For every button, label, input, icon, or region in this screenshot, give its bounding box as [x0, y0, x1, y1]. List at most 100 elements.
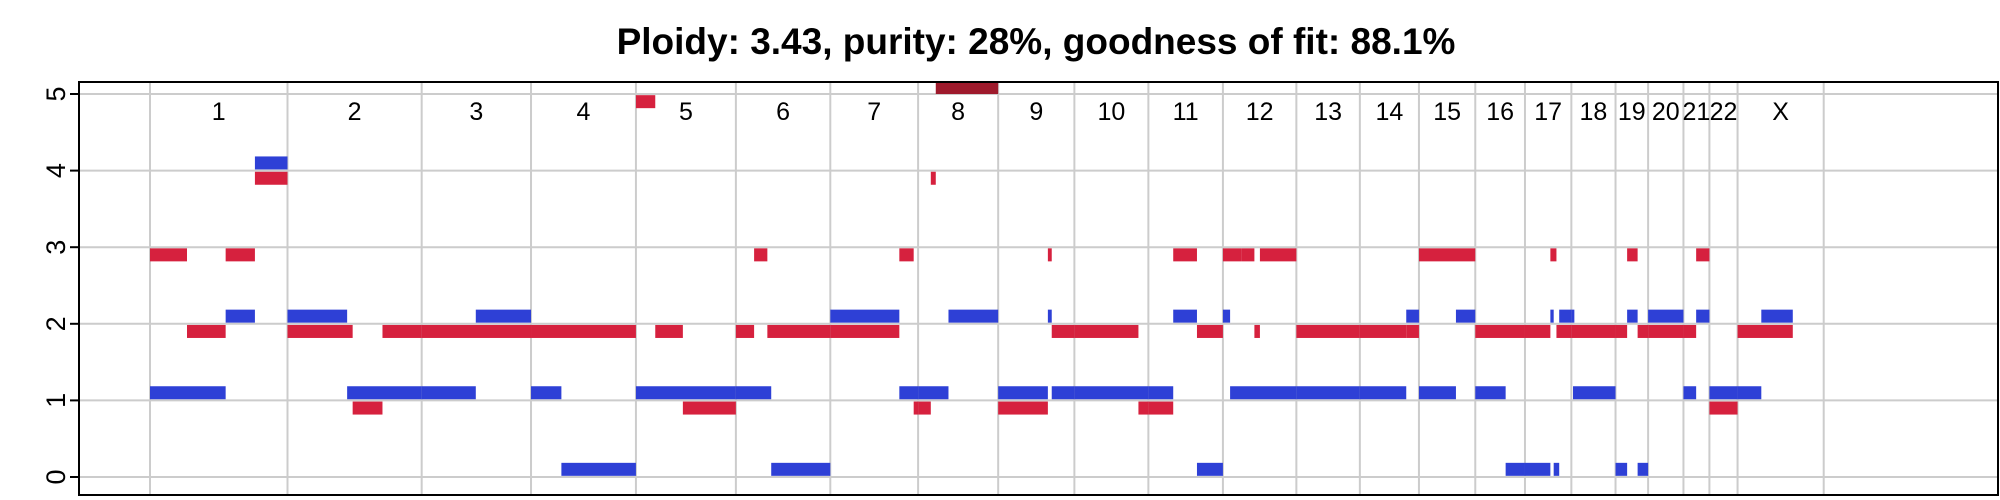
- major-allele-segment: [1709, 386, 1738, 400]
- major-allele-segment: [1148, 386, 1174, 400]
- minor-allele-segment: [287, 324, 353, 338]
- chromosome-label: 2: [348, 98, 362, 126]
- chart-title: Ploidy: 3.43, purity: 28%, goodness of f…: [617, 21, 1456, 62]
- major-allele-segment: [1553, 462, 1560, 476]
- minor-allele-segment: [1696, 248, 1710, 262]
- y-axis-ticks: 0 1 2 3 4 5: [41, 86, 79, 485]
- minor-allele-segment: [1418, 248, 1476, 262]
- major-allele-segment: [150, 386, 226, 400]
- major-allele-segment: [421, 386, 476, 400]
- major-allele-segment: [1648, 309, 1684, 323]
- minor-allele-segment: [1550, 248, 1557, 262]
- major-allele-segment: [254, 156, 288, 170]
- minor-allele-segment: [1254, 324, 1260, 338]
- minor-allele-segment: [899, 248, 914, 262]
- minor-allele-segment: [1737, 324, 1793, 338]
- chromosome-label: 5: [679, 98, 693, 126]
- y-tick-label: 5: [41, 86, 71, 101]
- minor-allele-segment: [1241, 248, 1255, 262]
- minor-allele-segment: [1406, 324, 1419, 338]
- chromosome-label: 21: [1683, 98, 1711, 126]
- minor-allele-segment: [382, 324, 422, 338]
- minor-allele-segment: [1637, 324, 1649, 338]
- chromosome-label: 15: [1433, 98, 1461, 126]
- major-allele-segment: [635, 386, 736, 400]
- y-tick-label: 0: [41, 469, 71, 484]
- major-allele-segment: [531, 386, 562, 400]
- major-allele-segment: [1559, 309, 1572, 323]
- chromosome-label: 9: [1029, 98, 1043, 126]
- minor-allele-segment: [1051, 324, 1075, 338]
- minor-allele-segment: [1196, 324, 1223, 338]
- major-allele-segment: [998, 386, 1048, 400]
- major-allele-segment: [1573, 386, 1616, 400]
- major-allele-segment: [1173, 309, 1197, 323]
- chromosome-label: 13: [1314, 98, 1342, 126]
- major-allele-segment: [771, 462, 831, 476]
- minor-allele-segment: [767, 324, 831, 338]
- y-tick-label: 4: [41, 163, 71, 178]
- minor-allele-segment: [682, 401, 736, 415]
- major-allele-segment: [1074, 386, 1149, 400]
- y-tick-label: 3: [41, 240, 71, 255]
- minor-allele-segment: [1556, 324, 1572, 338]
- major-allele-segment: [475, 309, 532, 323]
- chromosome-label: X: [1772, 98, 1789, 126]
- minor-allele-segment: [254, 171, 288, 185]
- minor-allele-segment: [352, 401, 383, 415]
- minor-allele-segment: [913, 401, 919, 415]
- minor-allele-segment: [1074, 324, 1139, 338]
- minor-allele-segment: [225, 248, 255, 262]
- minor-allele-segment: [1222, 248, 1242, 262]
- major-allele-segment: [1524, 462, 1551, 476]
- major-allele-segment: [1196, 462, 1223, 476]
- major-allele-segment: [1550, 309, 1554, 323]
- minor-allele-segment: [421, 324, 532, 338]
- chromosome-label: 17: [1534, 98, 1562, 126]
- chromosome-label: 14: [1375, 98, 1403, 126]
- chromosome-label: 12: [1246, 98, 1274, 126]
- grid-lines: [79, 82, 1998, 495]
- major-allele-segment: [1615, 462, 1628, 476]
- clipped-segment: [935, 82, 999, 94]
- major-allele-segment: [1359, 386, 1407, 400]
- major-allele-segment: [1505, 462, 1525, 476]
- major-allele-segment: [1455, 309, 1476, 323]
- major-allele-segment: [830, 309, 900, 323]
- minor-allele-segment: [998, 401, 1048, 415]
- chromosome-label: 10: [1097, 98, 1125, 126]
- minor-allele-segment: [1173, 248, 1197, 262]
- minor-allele-segment: [918, 401, 931, 415]
- major-allele-segment: [1571, 309, 1575, 323]
- y-tick-label: 2: [41, 316, 71, 331]
- minor-allele-segment: [1709, 401, 1738, 415]
- minor-allele-segment: [1524, 324, 1551, 338]
- major-allele-segment: [1296, 386, 1360, 400]
- major-allele-segment: [1737, 386, 1762, 400]
- plot-frame: [78, 81, 1999, 496]
- minor-allele-segment: [655, 324, 683, 338]
- minor-allele-segment: [1615, 324, 1628, 338]
- chromosome-label: 8: [951, 98, 965, 126]
- chromosome-label: 20: [1652, 98, 1680, 126]
- major-allele-segment: [1406, 309, 1419, 323]
- minor-allele-segment: [1571, 324, 1616, 338]
- minor-allele-segment: [635, 95, 656, 109]
- major-allele-segment: [1230, 386, 1297, 400]
- major-allele-segment: [1475, 386, 1506, 400]
- major-allele-segment: [1637, 462, 1649, 476]
- y-tick-label: 1: [41, 393, 71, 408]
- chromosome-label: 6: [776, 98, 790, 126]
- major-allele-segment: [1696, 309, 1710, 323]
- major-allele-segment: [561, 462, 636, 476]
- minor-allele-segment: [150, 248, 187, 262]
- chromosome-label: 11: [1173, 98, 1199, 126]
- minor-allele-segment: [1296, 324, 1360, 338]
- major-allele-segment: [948, 309, 999, 323]
- chromosome-label: 18: [1580, 98, 1608, 126]
- minor-allele-segment: [1259, 248, 1297, 262]
- major-allele-segment: [735, 386, 772, 400]
- minor-allele-segment: [1683, 324, 1697, 338]
- chromosome-label: 19: [1618, 98, 1646, 126]
